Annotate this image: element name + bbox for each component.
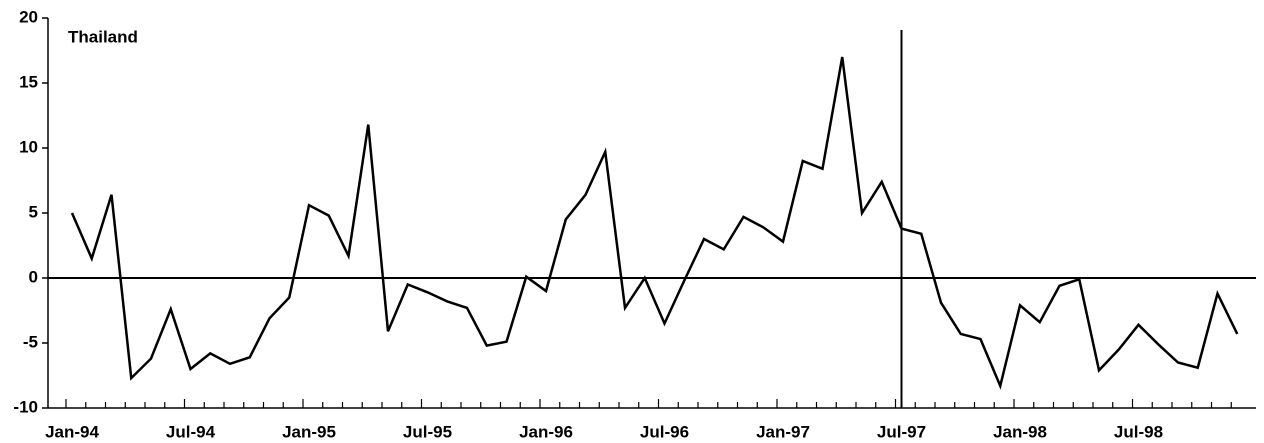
y-tick-label: -5 (23, 332, 38, 351)
x-tick-label: Jul-96 (640, 422, 689, 441)
y-tick-label: -10 (13, 397, 38, 416)
x-tick-label: Jan-95 (282, 422, 336, 441)
x-tick-label: Jul-98 (1114, 422, 1163, 441)
chart-annotation: Thailand (68, 27, 138, 46)
x-tick-label: Jan-96 (519, 422, 573, 441)
y-tick-label: 5 (29, 202, 38, 221)
data-line (70, 56, 1239, 390)
y-tick-label: 0 (29, 267, 38, 286)
x-tick-label: Jul-97 (877, 422, 926, 441)
y-tick-label: 15 (19, 72, 38, 91)
y-tick-label: 10 (19, 137, 38, 156)
y-tick-label: 20 (19, 7, 38, 26)
x-tick-label: Jan-94 (45, 422, 99, 441)
x-tick-label: Jan-98 (993, 422, 1047, 441)
x-tick-label: Jan-97 (756, 422, 810, 441)
x-tick-label: Jul-94 (166, 422, 216, 441)
x-tick-label: Jul-95 (403, 422, 452, 441)
